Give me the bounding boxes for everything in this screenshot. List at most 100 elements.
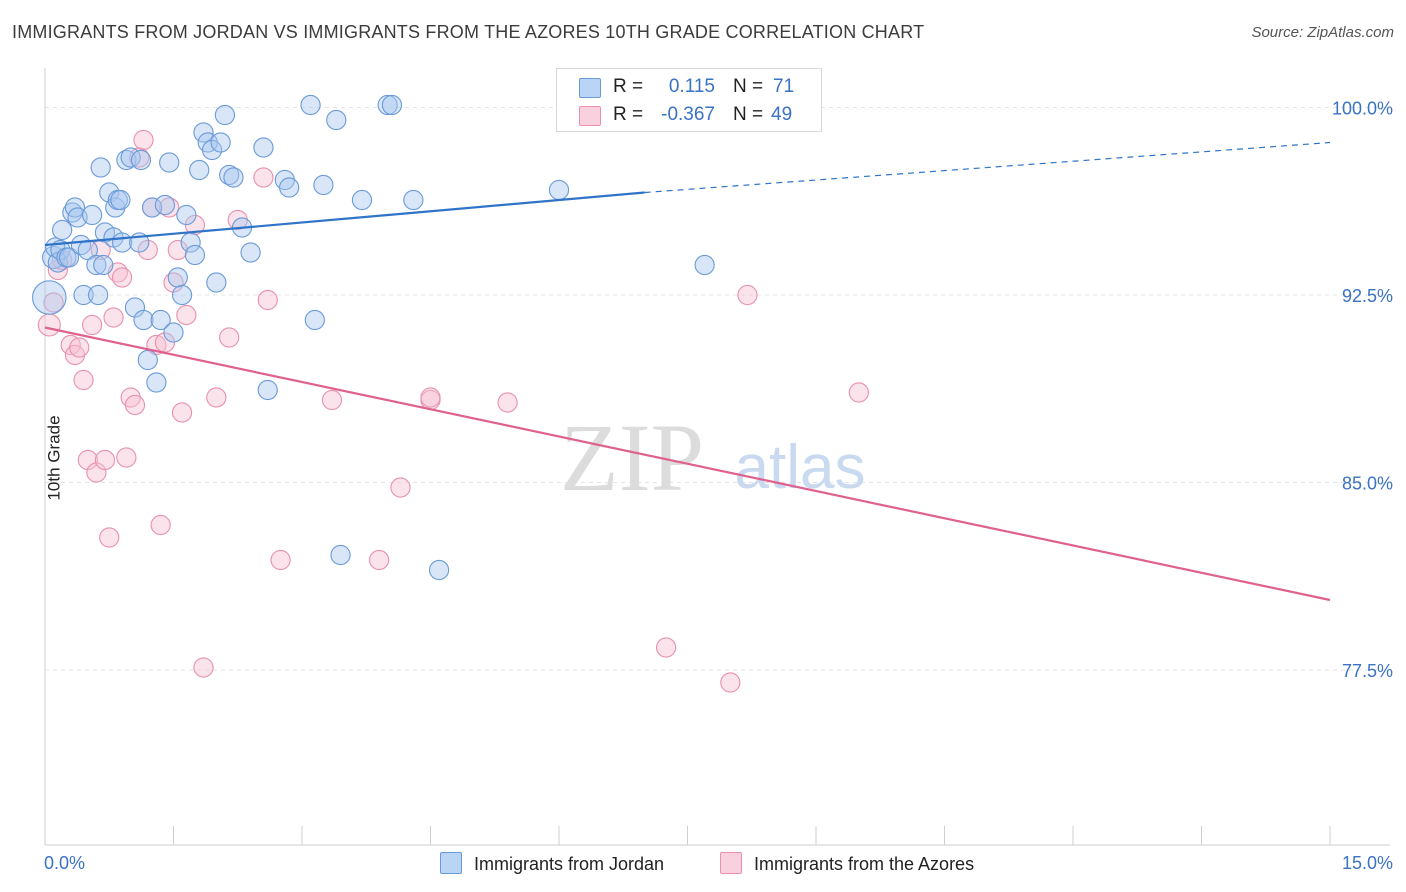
azores-point — [103, 307, 124, 328]
jordan-point — [377, 94, 398, 116]
azores-point — [193, 657, 214, 678]
azores-point — [37, 313, 61, 337]
jordan-point — [381, 94, 403, 116]
jordan-point — [201, 139, 223, 161]
azores-point — [137, 239, 158, 261]
jordan-point — [189, 159, 210, 181]
jordan-point — [210, 132, 231, 153]
jordan-point — [141, 197, 163, 218]
jordan-legend-swatch — [440, 852, 462, 874]
jordan-point — [193, 122, 214, 143]
jordan-point — [87, 284, 109, 306]
azores-point — [497, 392, 518, 413]
azores-point — [69, 337, 90, 358]
jordan-point — [176, 204, 197, 226]
jordan-trend-line — [44, 191, 645, 247]
jordan-point — [111, 232, 133, 253]
azores-point — [73, 369, 94, 391]
jordan-point — [253, 137, 274, 158]
jordan-point — [86, 254, 107, 276]
azores-legend-swatch — [720, 852, 742, 874]
jordan-r-value: 0.115 — [668, 76, 715, 97]
azores-point — [111, 267, 133, 288]
jordan-point — [58, 247, 80, 268]
jordan-point — [279, 177, 300, 198]
jordan-point — [130, 149, 152, 171]
jordan-point — [52, 219, 73, 241]
legend-row-jordan: R = 0.115 N = 71 — [557, 73, 821, 101]
jordan-point — [304, 309, 325, 331]
azores-point — [270, 549, 291, 571]
legend-item-jordan: Immigrants from Jordan — [440, 852, 664, 875]
jordan-point — [206, 272, 227, 293]
jordan-point — [90, 157, 111, 178]
azores-point — [206, 387, 227, 408]
jordan-point — [428, 559, 450, 581]
jordan-point — [171, 284, 193, 306]
azores-point — [390, 477, 411, 498]
jordan-point — [326, 109, 347, 131]
azores-point — [420, 387, 441, 408]
watermark-atlas: atlas — [735, 433, 866, 502]
azores-point — [720, 672, 741, 693]
jordan-point — [146, 372, 167, 393]
azores-r-label: R = — [613, 104, 644, 125]
y-tick-label: 77.5% — [1342, 661, 1393, 681]
jordan-r-label: R = — [613, 76, 644, 97]
chart-title: IMMIGRANTS FROM JORDAN VS IMMIGRANTS FRO… — [12, 22, 925, 42]
jordan-swatch — [579, 78, 601, 98]
jordan-point — [694, 254, 715, 276]
legend-item-azores: Immigrants from the Azores — [720, 852, 974, 875]
azores-point — [368, 549, 390, 571]
azores-point — [133, 129, 154, 151]
jordan-point — [184, 244, 206, 266]
jordan-point — [32, 280, 67, 315]
azores-point — [176, 304, 197, 326]
jordan-point — [99, 182, 120, 203]
x-tick-label: 15.0% — [1342, 853, 1393, 873]
source-label: Source: ZipAtlas.com — [1251, 24, 1394, 41]
jordan-point — [150, 309, 171, 331]
jordan-point — [133, 309, 154, 331]
azores-point — [655, 637, 677, 658]
azores-point — [848, 382, 869, 403]
jordan-point — [154, 194, 176, 216]
tick-labels: 77.5% 85.0% 92.5% 100.0% 0.0% 15.0% — [44, 99, 1393, 874]
azores-legend-label: Immigrants from the Azores — [754, 854, 975, 874]
azores-point — [150, 514, 171, 536]
azores-point — [219, 327, 240, 348]
jordan-point — [313, 174, 334, 196]
jordan-point — [548, 179, 570, 201]
jordan-trend-extension — [644, 141, 1331, 194]
correlation-legend: R = 0.115 N = 71 R = -0.367 N = 49 — [556, 68, 822, 132]
jordan-point — [167, 267, 188, 288]
azores-trend-line — [44, 326, 1331, 602]
jordan-point — [300, 94, 321, 116]
jordan-n-value: 71 — [773, 76, 795, 97]
jordan-n-label: N = — [733, 76, 764, 97]
jordan-point — [330, 544, 351, 566]
azores-point — [81, 314, 103, 336]
azores-n-value: 49 — [771, 104, 793, 125]
azores-point — [124, 394, 146, 416]
axes — [44, 68, 1390, 846]
azores-point — [116, 447, 137, 468]
jordan-legend-label: Immigrants from Jordan — [474, 854, 665, 874]
jordan-point — [93, 254, 114, 276]
azores-point — [253, 167, 274, 188]
jordan-point — [137, 349, 158, 371]
jordan-point — [64, 197, 86, 218]
azores-point — [99, 527, 120, 548]
jordan-point — [351, 189, 373, 211]
gridlines — [45, 107, 1390, 671]
jordan-point — [110, 189, 131, 211]
y-tick-label: 85.0% — [1342, 474, 1393, 494]
azores-swatch — [579, 106, 601, 126]
jordan-point — [81, 204, 103, 226]
watermark: ZIP atlas — [560, 404, 865, 511]
jordan-point — [159, 152, 180, 173]
watermark-zip: ZIP — [560, 404, 704, 511]
jordan-point — [240, 242, 261, 263]
azores-n-label: N = — [733, 104, 764, 125]
